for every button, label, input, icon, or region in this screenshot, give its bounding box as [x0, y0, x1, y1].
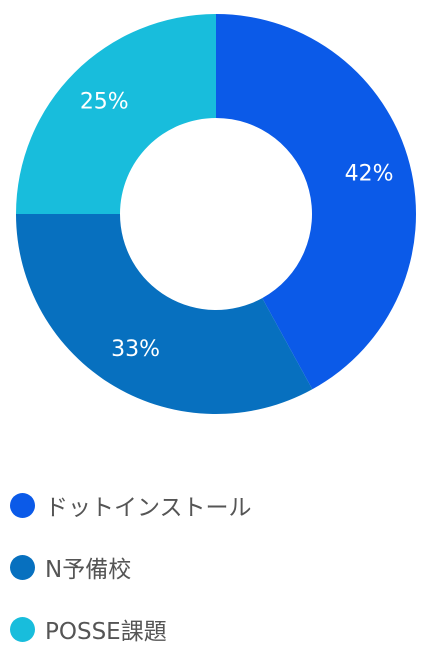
legend-label-posse: POSSE課題 — [45, 619, 167, 645]
slice-dotinstall[interactable] — [216, 14, 416, 390]
legend-swatch-n-yobiko — [10, 554, 35, 580]
legend-item-n-yobiko[interactable]: N予備校 — [10, 544, 430, 590]
legend-item-dotinstall[interactable]: ドットインストール — [10, 482, 430, 528]
slice-group — [16, 14, 416, 414]
slice-n-yobiko[interactable] — [16, 214, 313, 414]
slice-label-dotinstall: 42% — [345, 162, 394, 187]
slice-posse[interactable] — [16, 14, 216, 214]
slice-label-group: 42% 33% 25% — [80, 89, 394, 362]
legend-label-dotinstall: ドットインストール — [45, 495, 252, 521]
donut-chart: 42% 33% 25% — [16, 14, 416, 414]
legend-swatch-dotinstall — [10, 492, 35, 518]
slice-label-posse: 25% — [80, 89, 129, 114]
slice-label-n-yobiko: 33% — [111, 337, 160, 362]
legend: ドットインストール N予備校 POSSE課題 — [10, 482, 430, 668]
legend-item-posse[interactable]: POSSE課題 — [10, 606, 430, 652]
legend-label-n-yobiko: N予備校 — [45, 557, 132, 583]
legend-swatch-posse — [10, 616, 35, 642]
